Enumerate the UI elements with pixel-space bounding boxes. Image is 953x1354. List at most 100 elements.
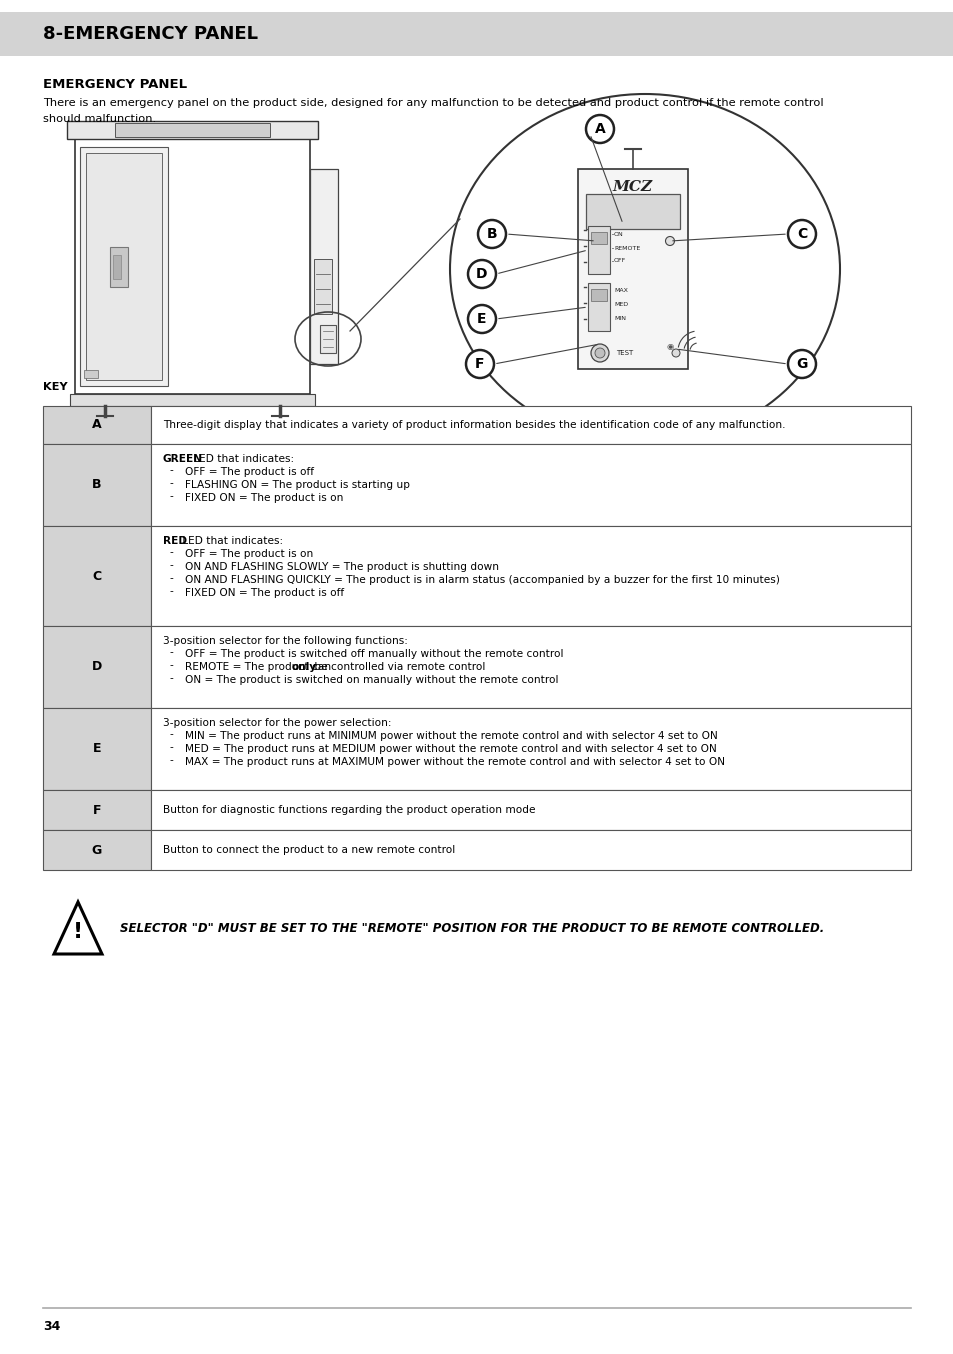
Text: MAX: MAX bbox=[614, 288, 627, 294]
Bar bbox=[314, 259, 332, 314]
Text: -: - bbox=[169, 659, 172, 670]
Text: OFF = The product is off: OFF = The product is off bbox=[185, 467, 314, 477]
Text: ON AND FLASHING QUICKLY = The product is in alarm status (accompanied by a buzze: ON AND FLASHING QUICKLY = The product is… bbox=[185, 575, 779, 585]
Text: Button for diagnostic functions regarding the product operation mode: Button for diagnostic functions regardin… bbox=[163, 806, 535, 815]
Circle shape bbox=[468, 260, 496, 288]
Text: G: G bbox=[91, 844, 102, 857]
Text: OFF: OFF bbox=[614, 259, 625, 264]
Text: ON = The product is switched on manually without the remote control: ON = The product is switched on manually… bbox=[185, 676, 558, 685]
Bar bbox=[590, 288, 606, 301]
Circle shape bbox=[595, 348, 604, 357]
Text: KEY: KEY bbox=[43, 382, 68, 393]
Text: -: - bbox=[169, 673, 172, 682]
Circle shape bbox=[665, 237, 674, 245]
Text: -: - bbox=[169, 728, 172, 739]
Bar bbox=[43, 626, 151, 708]
Bar bbox=[590, 232, 606, 244]
Text: A: A bbox=[594, 122, 605, 135]
Text: 8-EMERGENCY PANEL: 8-EMERGENCY PANEL bbox=[43, 24, 257, 43]
Text: -: - bbox=[169, 492, 172, 501]
Text: 3-position selector for the following functions:: 3-position selector for the following fu… bbox=[163, 636, 408, 646]
Bar bbox=[84, 370, 98, 378]
Bar bbox=[0, 12, 953, 56]
Bar bbox=[43, 830, 151, 871]
Bar bbox=[70, 394, 314, 406]
Circle shape bbox=[787, 349, 815, 378]
Text: should malfunction.: should malfunction. bbox=[43, 114, 156, 125]
Text: REMOTE = The product can: REMOTE = The product can bbox=[185, 662, 335, 672]
Text: SELECTOR "D" MUST BE SET TO THE "REMOTE" POSITION FOR THE PRODUCT TO BE REMOTE C: SELECTOR "D" MUST BE SET TO THE "REMOTE"… bbox=[120, 922, 823, 934]
Text: MIN: MIN bbox=[614, 315, 625, 321]
Text: ◉: ◉ bbox=[666, 343, 673, 352]
Text: E: E bbox=[476, 311, 486, 326]
Text: EMERGENCY PANEL: EMERGENCY PANEL bbox=[43, 79, 187, 91]
Text: -: - bbox=[169, 561, 172, 570]
Text: -: - bbox=[169, 647, 172, 657]
Text: -: - bbox=[169, 547, 172, 556]
Bar bbox=[112, 255, 121, 279]
Bar bbox=[151, 830, 910, 871]
Text: OFF = The product is switched off manually without the remote control: OFF = The product is switched off manual… bbox=[185, 649, 563, 659]
Circle shape bbox=[787, 219, 815, 248]
Text: GREEN: GREEN bbox=[163, 454, 203, 464]
Text: -: - bbox=[169, 573, 172, 584]
Bar bbox=[110, 246, 128, 287]
Text: MIN = The product runs at MINIMUM power without the remote control and with sele: MIN = The product runs at MINIMUM power … bbox=[185, 731, 717, 741]
Circle shape bbox=[468, 305, 496, 333]
Bar bbox=[43, 789, 151, 830]
Bar bbox=[75, 139, 310, 394]
Text: FIXED ON = The product is on: FIXED ON = The product is on bbox=[185, 493, 343, 502]
Bar bbox=[43, 444, 151, 525]
Text: MAX = The product runs at MAXIMUM power without the remote control and with sele: MAX = The product runs at MAXIMUM power … bbox=[185, 757, 724, 766]
Circle shape bbox=[465, 349, 494, 378]
Bar bbox=[80, 148, 168, 386]
Text: D: D bbox=[476, 267, 487, 282]
Text: RED: RED bbox=[163, 536, 187, 546]
Text: OFF = The product is on: OFF = The product is on bbox=[185, 548, 313, 559]
Bar bbox=[151, 525, 910, 626]
Ellipse shape bbox=[450, 93, 840, 444]
Text: E: E bbox=[92, 742, 101, 756]
Text: -: - bbox=[169, 756, 172, 765]
Text: ON: ON bbox=[614, 232, 623, 237]
Text: 34: 34 bbox=[43, 1320, 60, 1332]
Bar bbox=[585, 194, 679, 229]
Bar bbox=[151, 708, 910, 789]
Text: C: C bbox=[92, 570, 101, 582]
Text: There is an emergency panel on the product side, designed for any malfunction to: There is an emergency panel on the produ… bbox=[43, 97, 822, 108]
Text: 3-position selector for the power selection:: 3-position selector for the power select… bbox=[163, 718, 391, 728]
Bar bbox=[151, 789, 910, 830]
Text: A: A bbox=[92, 418, 102, 432]
Text: FLASHING ON = The product is starting up: FLASHING ON = The product is starting up bbox=[185, 481, 410, 490]
Text: TEST: TEST bbox=[616, 349, 633, 356]
Text: MED = The product runs at MEDIUM power without the remote control and with selec: MED = The product runs at MEDIUM power w… bbox=[185, 743, 716, 754]
Circle shape bbox=[585, 115, 614, 144]
Text: F: F bbox=[92, 803, 101, 816]
Text: LED that indicates:: LED that indicates: bbox=[190, 454, 294, 464]
Text: MED: MED bbox=[614, 302, 627, 307]
Text: FIXED ON = The product is off: FIXED ON = The product is off bbox=[185, 588, 344, 598]
Bar bbox=[43, 406, 151, 444]
Text: -: - bbox=[169, 742, 172, 751]
Text: -: - bbox=[169, 464, 172, 475]
Text: LED that indicates:: LED that indicates: bbox=[179, 536, 283, 546]
Circle shape bbox=[591, 237, 599, 245]
Text: only: only bbox=[291, 662, 316, 672]
Bar bbox=[43, 525, 151, 626]
Bar bbox=[115, 123, 270, 137]
Bar bbox=[67, 121, 317, 139]
Bar bbox=[310, 169, 337, 364]
Text: C: C bbox=[796, 227, 806, 241]
Text: Button to connect the product to a new remote control: Button to connect the product to a new r… bbox=[163, 845, 455, 854]
Circle shape bbox=[590, 344, 608, 362]
Circle shape bbox=[671, 349, 679, 357]
Bar bbox=[587, 283, 609, 330]
Text: ON AND FLASHING SLOWLY = The product is shutting down: ON AND FLASHING SLOWLY = The product is … bbox=[185, 562, 498, 571]
Text: D: D bbox=[91, 661, 102, 673]
Bar bbox=[43, 708, 151, 789]
Circle shape bbox=[477, 219, 505, 248]
Text: -: - bbox=[169, 478, 172, 487]
Bar bbox=[319, 325, 335, 353]
Text: B: B bbox=[486, 227, 497, 241]
Bar bbox=[587, 226, 609, 274]
